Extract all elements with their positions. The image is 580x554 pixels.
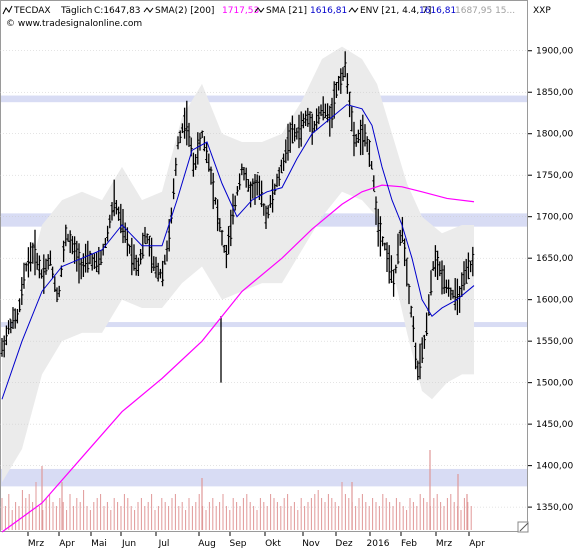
- envelope-legend-value2: 1687,95 15...: [455, 6, 515, 16]
- x-tick-label: Sep: [230, 539, 247, 549]
- x-tick-label: Mai: [91, 539, 107, 549]
- y-tick-label: 1700,00: [536, 213, 573, 223]
- y-axis: 1900,00 1850,00 1800,00 1750,00 1700,00 1650,…: [528, 47, 573, 513]
- y-tick-label: 1400,00: [536, 462, 573, 472]
- x-tick-label: Jul: [158, 539, 170, 549]
- price-bars: [0, 51, 475, 383]
- y-tick-label: 1800,00: [536, 130, 573, 140]
- sma21-line-icon: [254, 7, 265, 13]
- resize-handle[interactable]: [517, 521, 529, 533]
- sma200-line: [1, 184, 475, 533]
- envelope-line-icon: [348, 7, 359, 13]
- y-tick-label: 1350,00: [536, 503, 573, 513]
- x-tick-label: Dez: [335, 539, 352, 549]
- resize-diagonal-icon: [519, 522, 529, 532]
- x-tick-label: Apr: [469, 539, 485, 549]
- chart-interval: Täglich: [60, 6, 92, 16]
- x-tick-label: Feb: [401, 539, 417, 549]
- copyright-text: © www.tradesignalonline.com: [6, 19, 142, 29]
- x-tick-label: Mrz: [28, 539, 44, 549]
- sma21-legend-value: 1616,81: [310, 6, 347, 16]
- envelope-legend-name: ENV [21, 4.4, 7]: [360, 6, 431, 16]
- x-tick-label: 2016: [367, 539, 390, 549]
- resistance-zone: [1, 468, 527, 487]
- x-tick-label: Nov: [302, 539, 320, 549]
- envelope-legend-value: 1616,81: [419, 6, 456, 16]
- y-tick-label: 1650,00: [536, 254, 573, 264]
- y-tick-label: 1600,00: [536, 296, 573, 306]
- sma21-legend-name: SMA [21]: [266, 6, 307, 16]
- close-value: C:1647,83: [94, 6, 141, 16]
- y-tick-label: 1900,00: [536, 47, 573, 57]
- x-tick-label: Jun: [121, 539, 136, 549]
- envelope-band: [2, 46, 474, 483]
- sma200-line-icon: [143, 7, 154, 13]
- y-tick-label: 1850,00: [536, 88, 573, 98]
- x-tick-label: Okt: [265, 539, 281, 549]
- x-axis: Mrz Apr Mai Jun Jul Aug Sep Okt Nov Dez 2016 Feb Mrz…: [27, 532, 485, 549]
- legend-icons: XXP: [2, 5, 551, 16]
- y-tick-label: 1750,00: [536, 171, 573, 181]
- y-tick-label: 1500,00: [536, 379, 573, 389]
- sma200-legend-value: 1717,53: [222, 6, 259, 16]
- resize-corner[interactable]: [517, 521, 529, 533]
- y-tick-label: 1550,00: [536, 337, 573, 347]
- price-line-icon: [2, 5, 13, 15]
- chart-symbol: TECDAX: [13, 6, 51, 16]
- sma200-legend-name: SMA(2) [200]: [155, 6, 214, 16]
- x-tick-label: Mrz: [436, 539, 452, 549]
- x-tick-label: Apr: [59, 539, 75, 549]
- legend-row: TECDAX Täglich C:1647,83 SMA(2) [200] 17…: [6, 6, 515, 29]
- volume-bars: [1, 450, 472, 530]
- sma21-line: [1, 104, 475, 400]
- resistance-zone: [1, 95, 527, 103]
- indicator-lines: [1, 104, 475, 533]
- envelope-shade: [2, 46, 474, 483]
- resistance-zone: [1, 322, 527, 328]
- scale-label: XXP: [533, 6, 551, 16]
- x-tick-label: Aug: [198, 539, 216, 549]
- y-tick-label: 1450,00: [536, 420, 573, 430]
